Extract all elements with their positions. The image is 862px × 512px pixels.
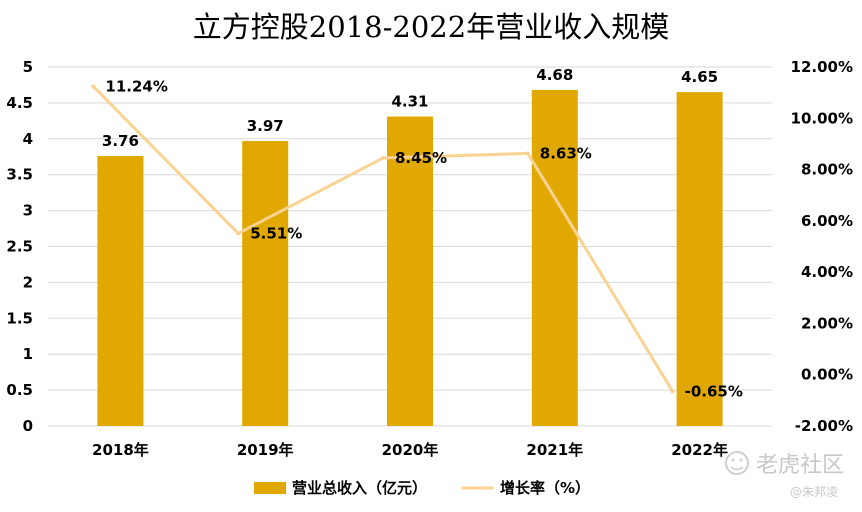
growth-line	[92, 85, 674, 393]
y-left-tick-label: 0	[23, 417, 33, 435]
tiger-logo-icon	[725, 451, 749, 475]
y-left-tick-label: 0.5	[6, 381, 33, 399]
line-value-label: 11.24%	[105, 77, 167, 95]
y-left-tick-label: 1.5	[6, 309, 33, 327]
y-left-tick-label: 5	[23, 58, 33, 76]
line-value-label: -0.65%	[685, 382, 743, 400]
bar	[531, 89, 578, 426]
axes: 0 0.5 1 1.5 2 2.5 3 3.5 4 4.5 5 -2.00% 0.00% 2.00% 4.0…	[6, 58, 853, 459]
line-value-label: 5.51%	[250, 224, 302, 242]
y-left-tick-label: 1	[23, 345, 33, 363]
bar-value-label: 3.97	[247, 117, 284, 135]
chart-title: 立方控股2018-2022年营业收入规模	[193, 10, 669, 44]
y-left-tick-label: 2.5	[6, 238, 33, 256]
x-tick-label: 2020年	[382, 441, 439, 459]
watermark-author: @朱邦凌	[790, 485, 838, 499]
line-value-label: 8.63%	[540, 144, 592, 162]
bar	[387, 116, 433, 427]
watermark-brand: 老虎社区	[756, 453, 844, 478]
bar-value-label: 4.65	[681, 68, 718, 86]
bar-value-label: 4.68	[536, 66, 573, 84]
line-point	[381, 156, 385, 161]
y-right-tick-label: 12.00%	[791, 58, 853, 76]
y-right-tick-label: 4.00%	[801, 263, 853, 281]
y-right-tick-label: 10.00%	[791, 109, 853, 127]
x-tick-label: 2021年	[526, 441, 583, 459]
bar-value-label: 4.31	[391, 93, 428, 111]
y-left-tick-label: 3	[23, 202, 33, 220]
line-point	[525, 151, 530, 156]
data-labels: 3.76 3.97 4.31 4.68 4.65 11.24% 5.51% 8.45% 8.63…	[102, 66, 743, 400]
y-right-tick-label: 6.00%	[801, 212, 853, 230]
bar	[242, 140, 289, 427]
x-tick-label: 2022年	[671, 441, 728, 459]
y-right-tick-label: 8.00%	[801, 161, 853, 179]
legend-label-line: 增长率（%）	[500, 479, 590, 497]
x-tick-label: 2019年	[237, 441, 294, 459]
y-left-tick-label: 2	[23, 273, 33, 291]
y-right-tick-label: 0.00%	[801, 366, 853, 384]
line-point	[91, 84, 96, 89]
legend: 营业总收入（亿元） 增长率（%）	[254, 479, 590, 497]
line-value-label: 8.45%	[395, 149, 447, 167]
watermark: 老虎社区 @朱邦凌	[725, 451, 844, 499]
y-left-tick-label: 3.5	[6, 166, 33, 184]
bar	[97, 156, 144, 427]
line-series	[91, 84, 675, 394]
y-right-tick-label: -2.00%	[795, 417, 853, 435]
legend-swatch-bar	[254, 482, 286, 494]
y-left-tick-label: 4	[23, 130, 33, 148]
y-right-tick-label: 2.00%	[801, 314, 853, 332]
x-tick-label: 2018年	[92, 441, 149, 459]
y-left-tick-label: 4.5	[6, 94, 33, 112]
line-point	[670, 389, 675, 394]
legend-label-bar: 营业总收入（亿元）	[292, 479, 427, 497]
bar-value-label: 3.76	[102, 132, 139, 150]
line-point	[236, 231, 241, 236]
bar	[676, 92, 723, 426]
bar-series	[97, 89, 723, 427]
